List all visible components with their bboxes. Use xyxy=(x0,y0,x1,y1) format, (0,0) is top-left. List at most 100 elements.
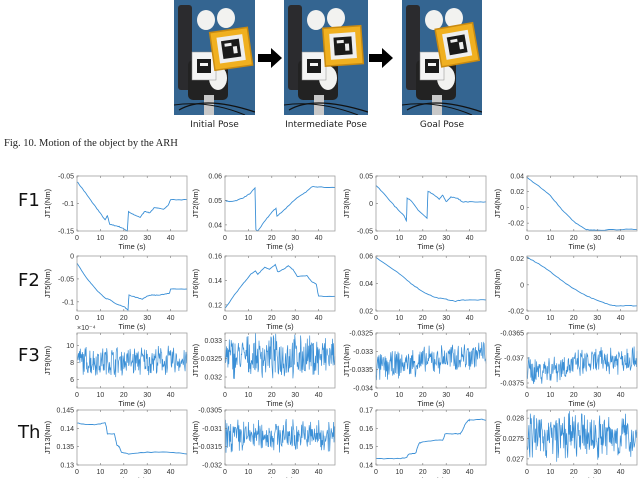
svg-text:0.14: 0.14 xyxy=(359,463,373,470)
svg-text:0.16: 0.16 xyxy=(208,254,222,261)
svg-text:0.06: 0.06 xyxy=(208,174,222,181)
svg-text:40: 40 xyxy=(617,469,625,476)
svg-text:30: 30 xyxy=(593,315,601,322)
svg-text:0: 0 xyxy=(374,392,378,399)
plot-jt11: 0 10 20 30 40 -0.0325 -0.033 -0.0335 -0.034 Time … xyxy=(342,331,487,408)
svg-text:20: 20 xyxy=(419,469,427,476)
plot-jt9: 0 10 20 30 40 10 8 6 ×10⁻⁴ Time (s) JT9(Nm) xyxy=(43,325,188,408)
photo-goal-pose xyxy=(402,0,482,115)
svg-text:JT16(Nm): JT16(Nm) xyxy=(493,420,502,454)
svg-text:20: 20 xyxy=(120,392,128,399)
svg-text:10: 10 xyxy=(396,392,404,399)
svg-text:0.02: 0.02 xyxy=(510,256,524,263)
svg-text:20: 20 xyxy=(570,392,578,399)
svg-text:Time (s): Time (s) xyxy=(568,242,596,251)
svg-text:30: 30 xyxy=(143,392,151,399)
plot-jt6: 0 10 20 30 40 0.16 0.14 0.12 Time (s) JT6(Nm) xyxy=(191,254,336,331)
svg-text:Time (s): Time (s) xyxy=(118,476,146,478)
svg-text:40: 40 xyxy=(617,315,625,322)
plot-jt13: 0 10 20 30 40 0.145 0.14 0.135 0.13 Time (s) JT13(… xyxy=(43,408,188,478)
plot-jt2: 0 10 20 30 40 0.06 0.05 0.04 Time (s) JT2(Nm) xyxy=(191,174,336,251)
svg-text:0.145: 0.145 xyxy=(56,408,74,415)
svg-text:10: 10 xyxy=(66,343,74,350)
svg-text:Time (s): Time (s) xyxy=(417,242,445,251)
svg-text:30: 30 xyxy=(442,235,450,242)
svg-text:-0.033: -0.033 xyxy=(353,349,373,356)
row-label-th: Th xyxy=(18,422,41,443)
photo-initial-pose xyxy=(174,0,255,115)
pose-label-intermediate: Intermediate Pose xyxy=(285,120,367,130)
plot-jt7: 0 10 20 30 40 0.06 0.04 0.02 Time (s) JT7(Nm) xyxy=(342,254,487,331)
svg-text:0.0325: 0.0325 xyxy=(201,356,223,363)
svg-text:20: 20 xyxy=(268,392,276,399)
svg-text:30: 30 xyxy=(143,315,151,322)
svg-text:Time (s): Time (s) xyxy=(568,322,596,331)
svg-text:0: 0 xyxy=(374,235,378,242)
svg-text:Time (s): Time (s) xyxy=(266,399,294,408)
svg-text:0: 0 xyxy=(525,235,529,242)
svg-text:30: 30 xyxy=(593,235,601,242)
svg-text:-0.031: -0.031 xyxy=(202,426,222,433)
svg-text:30: 30 xyxy=(442,315,450,322)
svg-text:20: 20 xyxy=(570,315,578,322)
svg-text:0.02: 0.02 xyxy=(510,189,524,196)
svg-text:30: 30 xyxy=(143,469,151,476)
svg-text:20: 20 xyxy=(268,235,276,242)
svg-text:40: 40 xyxy=(466,392,474,399)
svg-text:6: 6 xyxy=(70,377,74,384)
svg-text:JT5(Nm): JT5(Nm) xyxy=(43,268,52,298)
svg-text:JT9(Nm): JT9(Nm) xyxy=(43,345,52,375)
svg-text:0: 0 xyxy=(374,469,378,476)
figure-caption: Fig. 10. Motion of the object by the ARH xyxy=(4,138,178,149)
svg-text:Time (s): Time (s) xyxy=(568,476,596,478)
svg-text:-0.0305: -0.0305 xyxy=(198,408,222,415)
svg-text:10: 10 xyxy=(396,235,404,242)
svg-text:30: 30 xyxy=(442,392,450,399)
svg-text:Time (s): Time (s) xyxy=(417,476,445,478)
svg-text:0: 0 xyxy=(75,315,79,322)
svg-text:0.06: 0.06 xyxy=(359,254,373,261)
svg-text:Time (s): Time (s) xyxy=(266,476,294,478)
svg-text:JT11(Nm): JT11(Nm) xyxy=(342,344,351,377)
plot-jt1: 0 10 20 30 40 -0.05 -0.1 -0.15 Time (s) JT1(Nm) xyxy=(43,174,188,251)
svg-text:0: 0 xyxy=(525,392,529,399)
svg-text:0: 0 xyxy=(75,235,79,242)
svg-text:JT10(Nm): JT10(Nm) xyxy=(191,343,200,377)
photo-intermediate-pose xyxy=(284,0,368,115)
svg-text:30: 30 xyxy=(291,469,299,476)
svg-text:Time (s): Time (s) xyxy=(266,322,294,331)
svg-text:40: 40 xyxy=(315,469,323,476)
svg-text:0.05: 0.05 xyxy=(359,174,373,181)
plot-jt12: 0 10 20 30 40 -0.0365 -0.037 -0.0375 Time (s) JT1… xyxy=(493,331,638,408)
svg-text:0.14: 0.14 xyxy=(60,426,74,433)
svg-text:-0.034: -0.034 xyxy=(353,386,373,393)
svg-text:-0.05: -0.05 xyxy=(58,276,74,283)
pose-label-initial: Initial Pose xyxy=(190,120,239,130)
svg-text:40: 40 xyxy=(167,315,175,322)
svg-text:-0.05: -0.05 xyxy=(357,229,373,236)
arrow-right-icon xyxy=(369,48,393,73)
svg-text:10: 10 xyxy=(547,392,555,399)
svg-text:30: 30 xyxy=(291,392,299,399)
svg-text:0: 0 xyxy=(525,315,529,322)
plot-jt10: 0 10 20 30 40 0.033 0.0325 0.032 Time (s) JT10(Nm… xyxy=(191,332,336,408)
hand-image-icon xyxy=(284,0,368,115)
svg-text:30: 30 xyxy=(291,315,299,322)
svg-text:0: 0 xyxy=(70,254,74,261)
svg-text:JT2(Nm): JT2(Nm) xyxy=(191,188,200,218)
svg-text:10: 10 xyxy=(245,469,253,476)
svg-text:0.17: 0.17 xyxy=(359,408,373,415)
svg-text:0: 0 xyxy=(374,315,378,322)
svg-text:20: 20 xyxy=(120,315,128,322)
svg-text:20: 20 xyxy=(268,469,276,476)
svg-text:-0.0365: -0.0365 xyxy=(500,331,524,338)
svg-text:JT14(Nm): JT14(Nm) xyxy=(191,420,200,454)
svg-text:-0.02: -0.02 xyxy=(508,221,524,228)
svg-text:0: 0 xyxy=(75,469,79,476)
svg-text:JT1(Nm): JT1(Nm) xyxy=(43,188,52,218)
svg-text:10: 10 xyxy=(547,315,555,322)
svg-text:40: 40 xyxy=(466,469,474,476)
svg-text:0.15: 0.15 xyxy=(359,444,373,451)
svg-text:20: 20 xyxy=(419,235,427,242)
svg-text:-0.032: -0.032 xyxy=(202,463,222,470)
